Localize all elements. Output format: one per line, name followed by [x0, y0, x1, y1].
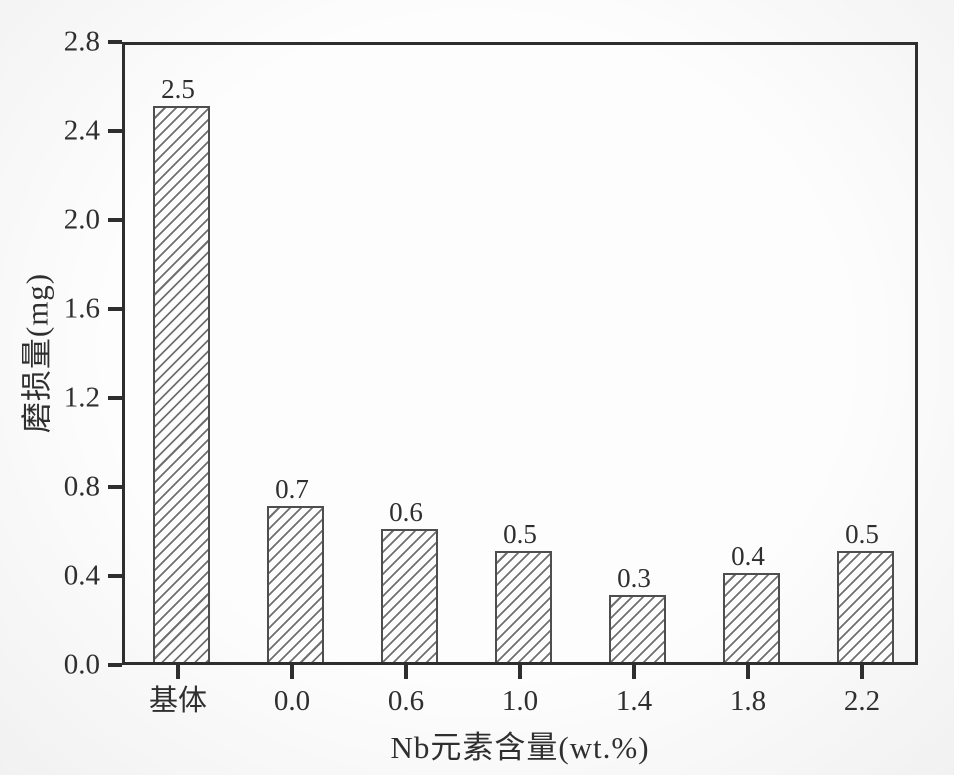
x-tick-label: 1.4: [615, 685, 653, 717]
bar-value-label: 0.6: [389, 496, 423, 527]
x-tick-label: 2.2: [843, 685, 881, 717]
x-axis-tick: [176, 665, 180, 679]
x-tick-label: 0.0: [273, 685, 311, 717]
y-axis-tick: [108, 307, 122, 311]
x-axis-tick: [404, 665, 408, 679]
y-tick-label: 0.4: [63, 559, 100, 592]
bar-value-label: 0.5: [503, 518, 537, 549]
x-axis-tick: [860, 665, 864, 679]
bar: [494, 550, 552, 662]
bar-value-label: 0.3: [617, 563, 651, 594]
y-axis-tick: [108, 396, 122, 400]
y-axis-tick: [108, 574, 122, 578]
y-axis-tick: [108, 663, 122, 667]
y-axis-tick: [108, 129, 122, 133]
y-tick-label: 2.8: [63, 25, 100, 58]
y-axis-tick: [108, 485, 122, 489]
y-tick-label: 0.0: [63, 648, 100, 681]
bar: [608, 595, 666, 662]
x-axis-tick: [290, 665, 294, 679]
y-axis-tick: [108, 218, 122, 222]
bar-value-label: 2.5: [161, 73, 195, 104]
y-tick-label: 1.6: [63, 292, 100, 325]
x-axis-tick: [746, 665, 750, 679]
bar-value-label: 0.4: [731, 541, 765, 571]
x-axis-title: Nb元素含量(wt.%): [390, 730, 650, 765]
bar: [380, 528, 438, 662]
bar: [722, 573, 780, 662]
x-tick-label: 0.6: [387, 685, 425, 717]
plot-area: [122, 42, 918, 665]
y-tick-label: 2.4: [63, 114, 100, 147]
bar: [836, 550, 894, 662]
bar-value-label: 0.5: [845, 518, 879, 549]
x-tick-label: 基体: [148, 685, 208, 717]
bar-value-label: 0.7: [275, 474, 309, 505]
y-axis-tick: [108, 40, 122, 44]
bar: [152, 105, 210, 662]
x-axis-tick: [518, 665, 522, 679]
y-tick-label: 0.8: [63, 470, 100, 503]
y-tick-label: 2.0: [63, 203, 100, 236]
x-tick-label: 1.8: [729, 685, 767, 717]
bar: [266, 506, 324, 662]
x-tick-label: 1.0: [501, 685, 539, 717]
y-tick-label: 1.2: [63, 381, 100, 414]
x-axis-tick: [632, 665, 636, 679]
